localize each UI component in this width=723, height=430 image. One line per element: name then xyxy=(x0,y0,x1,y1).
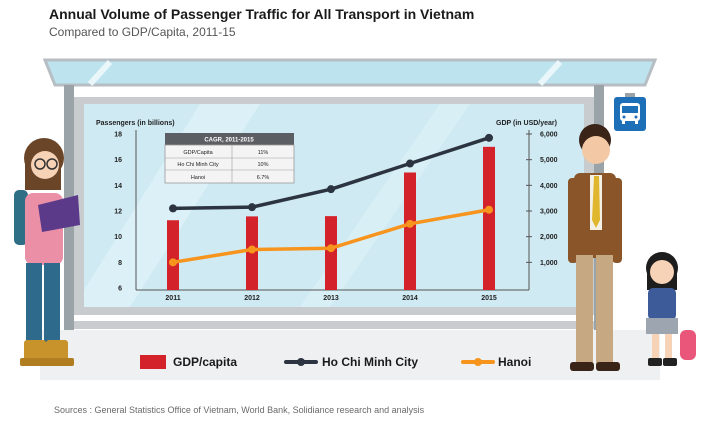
y-tick-label: 14 xyxy=(114,183,122,190)
y2-tick-label: 4,000 xyxy=(540,183,558,190)
source-note: Sources : General Statistics Office of V… xyxy=(54,405,425,415)
legend-swatch-gdp xyxy=(140,355,166,369)
right-axis-title: GDP (in USD/year) xyxy=(496,120,557,127)
shelter-roof xyxy=(42,58,658,87)
point-hcm-2015 xyxy=(485,133,493,142)
point-hanoi-2012 xyxy=(248,245,256,254)
bar-gdp-2015 xyxy=(483,146,495,290)
y-tick-label: 12 xyxy=(114,209,122,216)
bus-icon xyxy=(620,103,640,124)
board-glare xyxy=(300,104,470,307)
legend-label-gdp: GDP/capita xyxy=(173,355,237,369)
x-tick-label: 2012 xyxy=(244,295,260,302)
bar-gdp-2011 xyxy=(167,220,179,290)
legend-label-hcm: Ho Chi Minh City xyxy=(322,355,418,369)
point-hanoi-2015 xyxy=(485,205,493,214)
legend: GDP/capita Ho Chi Minh City Hanoi xyxy=(140,355,531,369)
point-hcm-2014 xyxy=(406,159,414,168)
point-hanoi-2013 xyxy=(327,244,335,253)
point-hanoi-2011 xyxy=(169,258,177,267)
chart-title: Annual Volume of Passenger Traffic for A… xyxy=(49,6,475,22)
cagr-table-header: CAGR, 2011-2015 xyxy=(204,138,254,144)
cagr-table: CAGR, 2011-2015 GDP/Capita 11% Ho Chi Mi… xyxy=(164,133,295,184)
girl-figure xyxy=(646,252,696,366)
cagr-row-label: Hanoi xyxy=(191,175,205,181)
cagr-row-value: 10% xyxy=(257,162,268,168)
cagr-row-label: GDP/Capita xyxy=(183,150,213,156)
point-hcm-2011 xyxy=(169,204,177,213)
point-hcm-2013 xyxy=(327,185,335,194)
point-hanoi-2014 xyxy=(406,219,414,228)
y-tick-label: 6 xyxy=(118,286,122,293)
x-tick-label: 2015 xyxy=(481,295,497,302)
cagr-row-value: 6.7% xyxy=(257,175,270,181)
bar-gdp-2013 xyxy=(325,216,337,290)
x-tick-label: 2013 xyxy=(323,295,339,302)
y2-tick-label: 5,000 xyxy=(540,157,558,164)
roof-highlight xyxy=(537,59,563,87)
bar-gdp-2014 xyxy=(404,172,416,290)
cagr-row-label: Ho Chi Minh City xyxy=(177,162,219,168)
legend-label-hanoi: Hanoi xyxy=(498,355,531,369)
cagr-row-value: 11% xyxy=(258,150,269,156)
x-tick-label: 2011 xyxy=(165,295,180,302)
man-in-suit-figure xyxy=(568,124,622,371)
woman-reading-figure xyxy=(14,138,80,366)
bench xyxy=(74,321,594,329)
y2-tick-label: 6,000 xyxy=(540,132,558,139)
point-hcm-2012 xyxy=(248,203,256,212)
y-tick-label: 10 xyxy=(114,234,122,241)
y-tick-label: 18 xyxy=(114,132,122,139)
y2-tick-label: 2,000 xyxy=(540,234,558,241)
left-axis-title: Passengers (in billions) xyxy=(96,120,175,127)
roof-highlight xyxy=(87,59,113,87)
y-tick-label: 16 xyxy=(114,157,122,164)
x-tick-label: 2014 xyxy=(402,295,418,302)
y2-tick-label: 3,000 xyxy=(540,209,558,216)
chart-subtitle: Compared to GDP/Capita, 2011-15 xyxy=(49,25,236,39)
y2-tick-label: 1,000 xyxy=(540,260,558,267)
y-tick-label: 8 xyxy=(118,260,122,267)
